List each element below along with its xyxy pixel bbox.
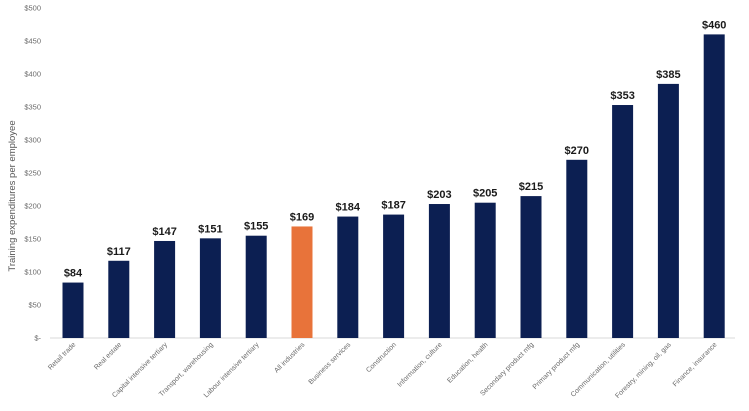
data-labels: $84 $117 $147 $151 $155 $169 $184 $187 $203 $205 $… [64,19,727,279]
data-label: $205 [473,188,497,200]
bar [337,216,359,338]
bar [245,235,267,338]
y-tick-label: $300 [24,136,41,145]
y-tick-label: $100 [24,268,41,277]
data-label: $460 [702,19,726,31]
category-label: Information, culture [396,341,443,388]
category-label: Construction [365,341,398,374]
bar [474,202,496,338]
y-tick-label: $200 [24,202,41,211]
data-label: $147 [152,226,176,238]
data-label: $215 [519,181,543,193]
data-label: $353 [610,90,634,102]
y-tick-label: $- [34,334,41,343]
data-label: $184 [336,202,361,214]
data-label: $84 [64,268,83,280]
category-label: Labour intensive tertiary [203,341,261,399]
category-label: Secondary product mfg [479,341,535,397]
category-label: Finance, insurance [672,341,719,388]
category-label: Primary product mfg [532,341,582,391]
bar [291,226,313,338]
data-label: $187 [381,200,405,212]
y-tick-label: $350 [24,103,41,112]
bar [566,159,588,338]
y-tick-label: $50 [28,301,41,310]
data-label: $385 [656,69,680,81]
data-label: $155 [244,221,268,233]
bar [199,238,221,338]
data-label: $117 [107,246,131,258]
bar [703,34,725,339]
bar [612,105,634,339]
bar [108,260,130,338]
bar [428,204,450,338]
y-axis-ticks: $- $50 $100 $150 $200 $250 $300 $350 $400 $450 $50… [24,4,41,343]
bars [62,34,725,339]
category-label: Education, health [446,341,489,384]
category-label: Retail trade [47,341,77,371]
y-tick-label: $250 [24,169,41,178]
category-label: Real estate [93,341,123,371]
bar [62,282,84,338]
data-label: $203 [427,189,451,201]
data-label: $151 [198,223,222,235]
y-tick-label: $450 [24,37,41,46]
bar [657,83,679,339]
data-label: $169 [290,211,314,223]
bar [520,196,542,338]
data-label: $270 [565,145,589,157]
y-axis-label: Training expenditures per employee [7,120,18,271]
y-tick-label: $500 [24,4,41,13]
category-label: All industries [273,341,306,374]
category-label: Business services [308,341,353,386]
bar [383,214,405,338]
y-tick-label: $150 [24,235,41,244]
bar [154,240,176,338]
y-tick-label: $400 [24,70,41,79]
